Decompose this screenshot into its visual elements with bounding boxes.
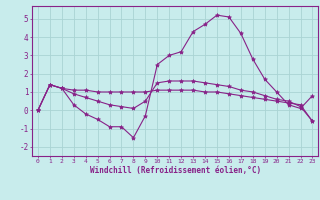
X-axis label: Windchill (Refroidissement éolien,°C): Windchill (Refroidissement éolien,°C) <box>90 166 261 175</box>
